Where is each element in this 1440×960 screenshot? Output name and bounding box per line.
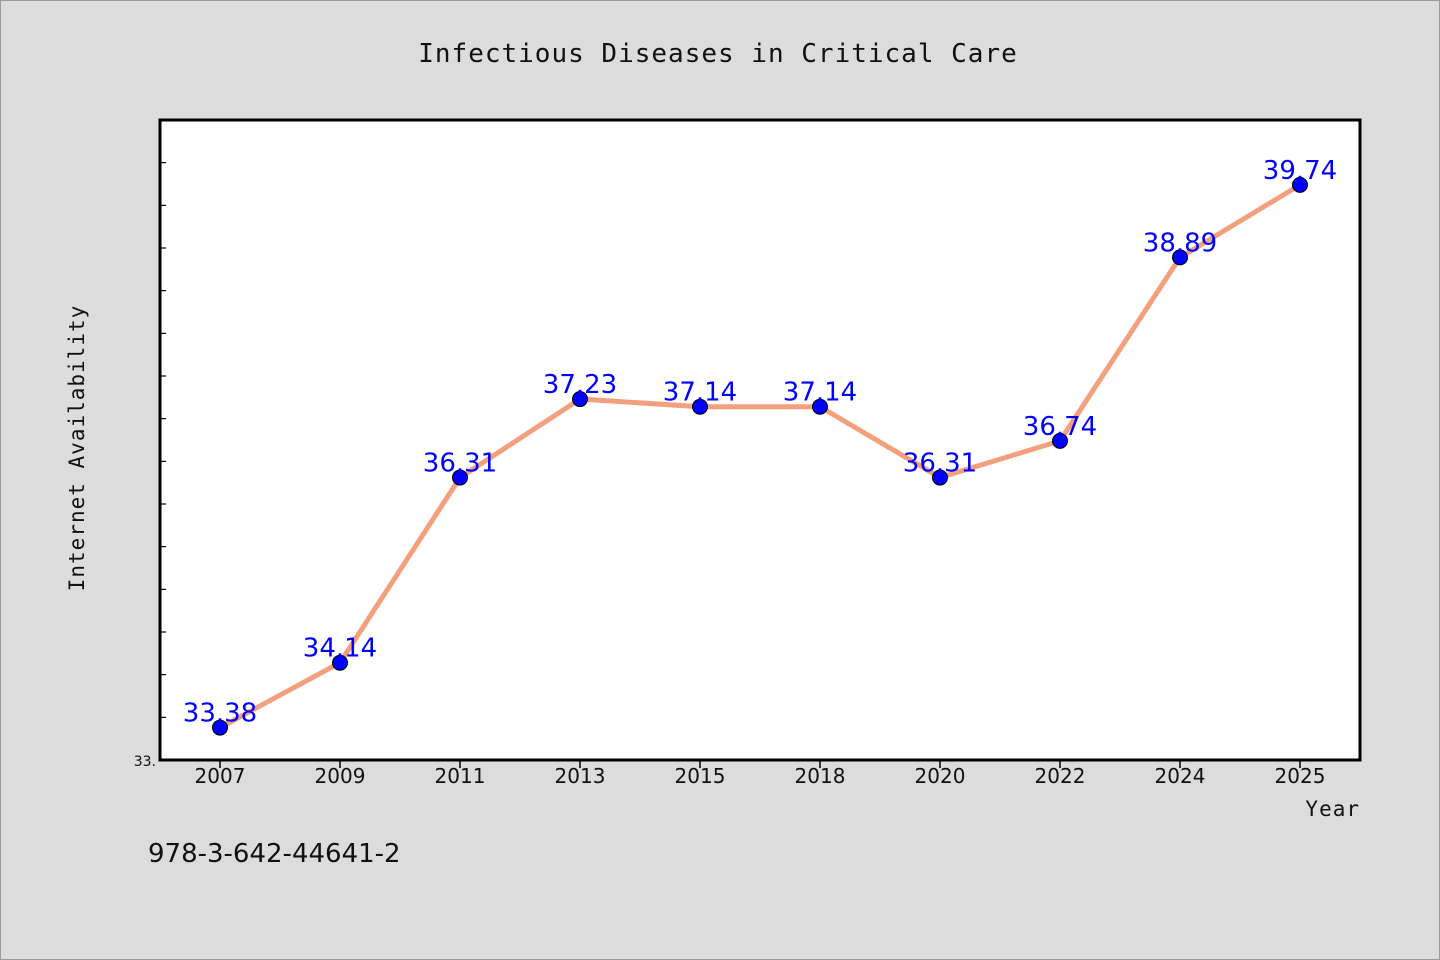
data-point <box>1292 176 1308 193</box>
x-axis: 2007 2009 2011 2013 2015 2018 2020 2022 2024 2025 <box>195 760 1326 788</box>
data-markers <box>212 176 1308 736</box>
data-labels: 33.38 34.14 36.31 37.23 37.14 37.14 36.31 36.74… <box>183 156 1337 729</box>
y-axis-ticks <box>160 162 166 718</box>
data-label: 36.31 <box>903 449 977 479</box>
data-label: 33.38 <box>183 699 257 729</box>
data-point <box>452 469 468 486</box>
data-point <box>212 719 228 736</box>
x-tick-label: 2025 <box>1275 764 1326 788</box>
chart-title: Infectious Diseases in Critical Care <box>418 39 1018 69</box>
x-tick-label: 2020 <box>915 764 966 788</box>
x-tick-label: 2013 <box>555 764 606 788</box>
x-axis-label: Year <box>1305 797 1360 821</box>
data-label: 39.74 <box>1263 156 1337 186</box>
data-point <box>1172 249 1188 266</box>
x-tick-label: 2011 <box>435 764 486 788</box>
data-point <box>692 398 708 415</box>
x-tick-label: 2007 <box>195 764 246 788</box>
data-point <box>572 391 588 408</box>
y-axis-min-label: 33. <box>134 754 156 770</box>
x-tick-label: 2015 <box>675 764 726 788</box>
data-point <box>332 654 348 671</box>
data-label: 38.89 <box>1143 228 1217 258</box>
x-tick-label: 2009 <box>315 764 366 788</box>
data-label: 34.14 <box>303 634 377 664</box>
y-axis-label: Internet Availability <box>65 305 89 592</box>
data-label: 37.14 <box>663 378 737 408</box>
data-point <box>932 469 948 486</box>
data-point <box>1052 432 1068 449</box>
x-tick-label: 2024 <box>1155 764 1206 788</box>
x-tick-label: 2018 <box>795 764 846 788</box>
series-line <box>217 182 1303 731</box>
footer-code: 978-3-642-44641-2 <box>148 839 401 869</box>
data-label: 37.23 <box>543 370 617 400</box>
x-tick-label: 2022 <box>1035 764 1086 788</box>
data-label: 36.31 <box>423 449 497 479</box>
data-label: 37.14 <box>783 378 857 408</box>
plot-area <box>158 118 1362 762</box>
data-label: 36.74 <box>1023 412 1097 442</box>
data-point <box>812 398 828 415</box>
